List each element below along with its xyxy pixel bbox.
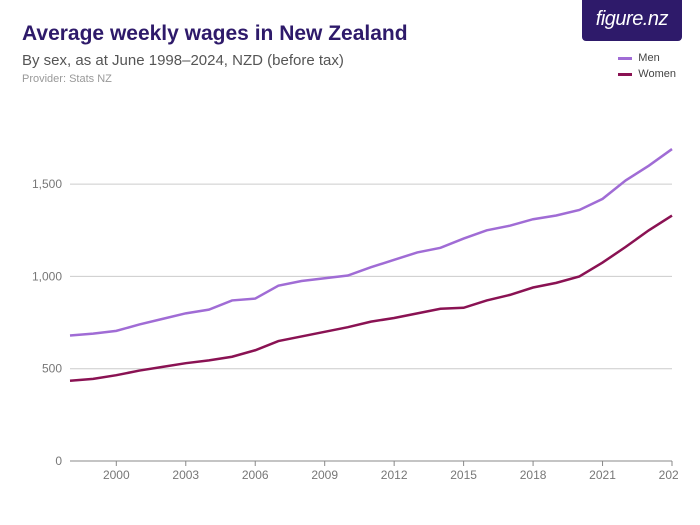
svg-text:2024: 2024 — [659, 468, 678, 482]
svg-text:2009: 2009 — [311, 468, 338, 482]
svg-text:2018: 2018 — [520, 468, 547, 482]
svg-text:1,000: 1,000 — [32, 269, 62, 283]
legend-swatch-women — [618, 73, 632, 76]
svg-text:2015: 2015 — [450, 468, 477, 482]
svg-text:2003: 2003 — [172, 468, 199, 482]
chart-subtitle: By sex, as at June 1998–2024, NZD (befor… — [22, 52, 680, 69]
chart-area: 0 500 1,000 1,500 2000 2003 2006 2009 2012 2015 20… — [22, 130, 678, 485]
legend-label-men: Men — [638, 52, 659, 64]
svg-text:2021: 2021 — [589, 468, 616, 482]
chart-provider: Provider: Stats NZ — [22, 73, 680, 85]
svg-text:1,500: 1,500 — [32, 177, 62, 191]
legend-swatch-men — [618, 57, 632, 60]
svg-text:2006: 2006 — [242, 468, 269, 482]
svg-text:0: 0 — [55, 454, 62, 468]
figure-nz-logo: figure.nz — [582, 0, 682, 41]
series-women — [70, 216, 672, 381]
svg-text:2012: 2012 — [381, 468, 408, 482]
series-men — [70, 149, 672, 335]
svg-text:2000: 2000 — [103, 468, 130, 482]
line-chart: 0 500 1,000 1,500 2000 2003 2006 2009 2012 2015 20… — [22, 130, 678, 485]
legend-item-men: Men — [618, 52, 676, 64]
svg-text:500: 500 — [42, 362, 62, 376]
legend-item-women: Women — [618, 68, 676, 80]
legend: Men Women — [618, 52, 676, 84]
legend-label-women: Women — [638, 68, 676, 80]
